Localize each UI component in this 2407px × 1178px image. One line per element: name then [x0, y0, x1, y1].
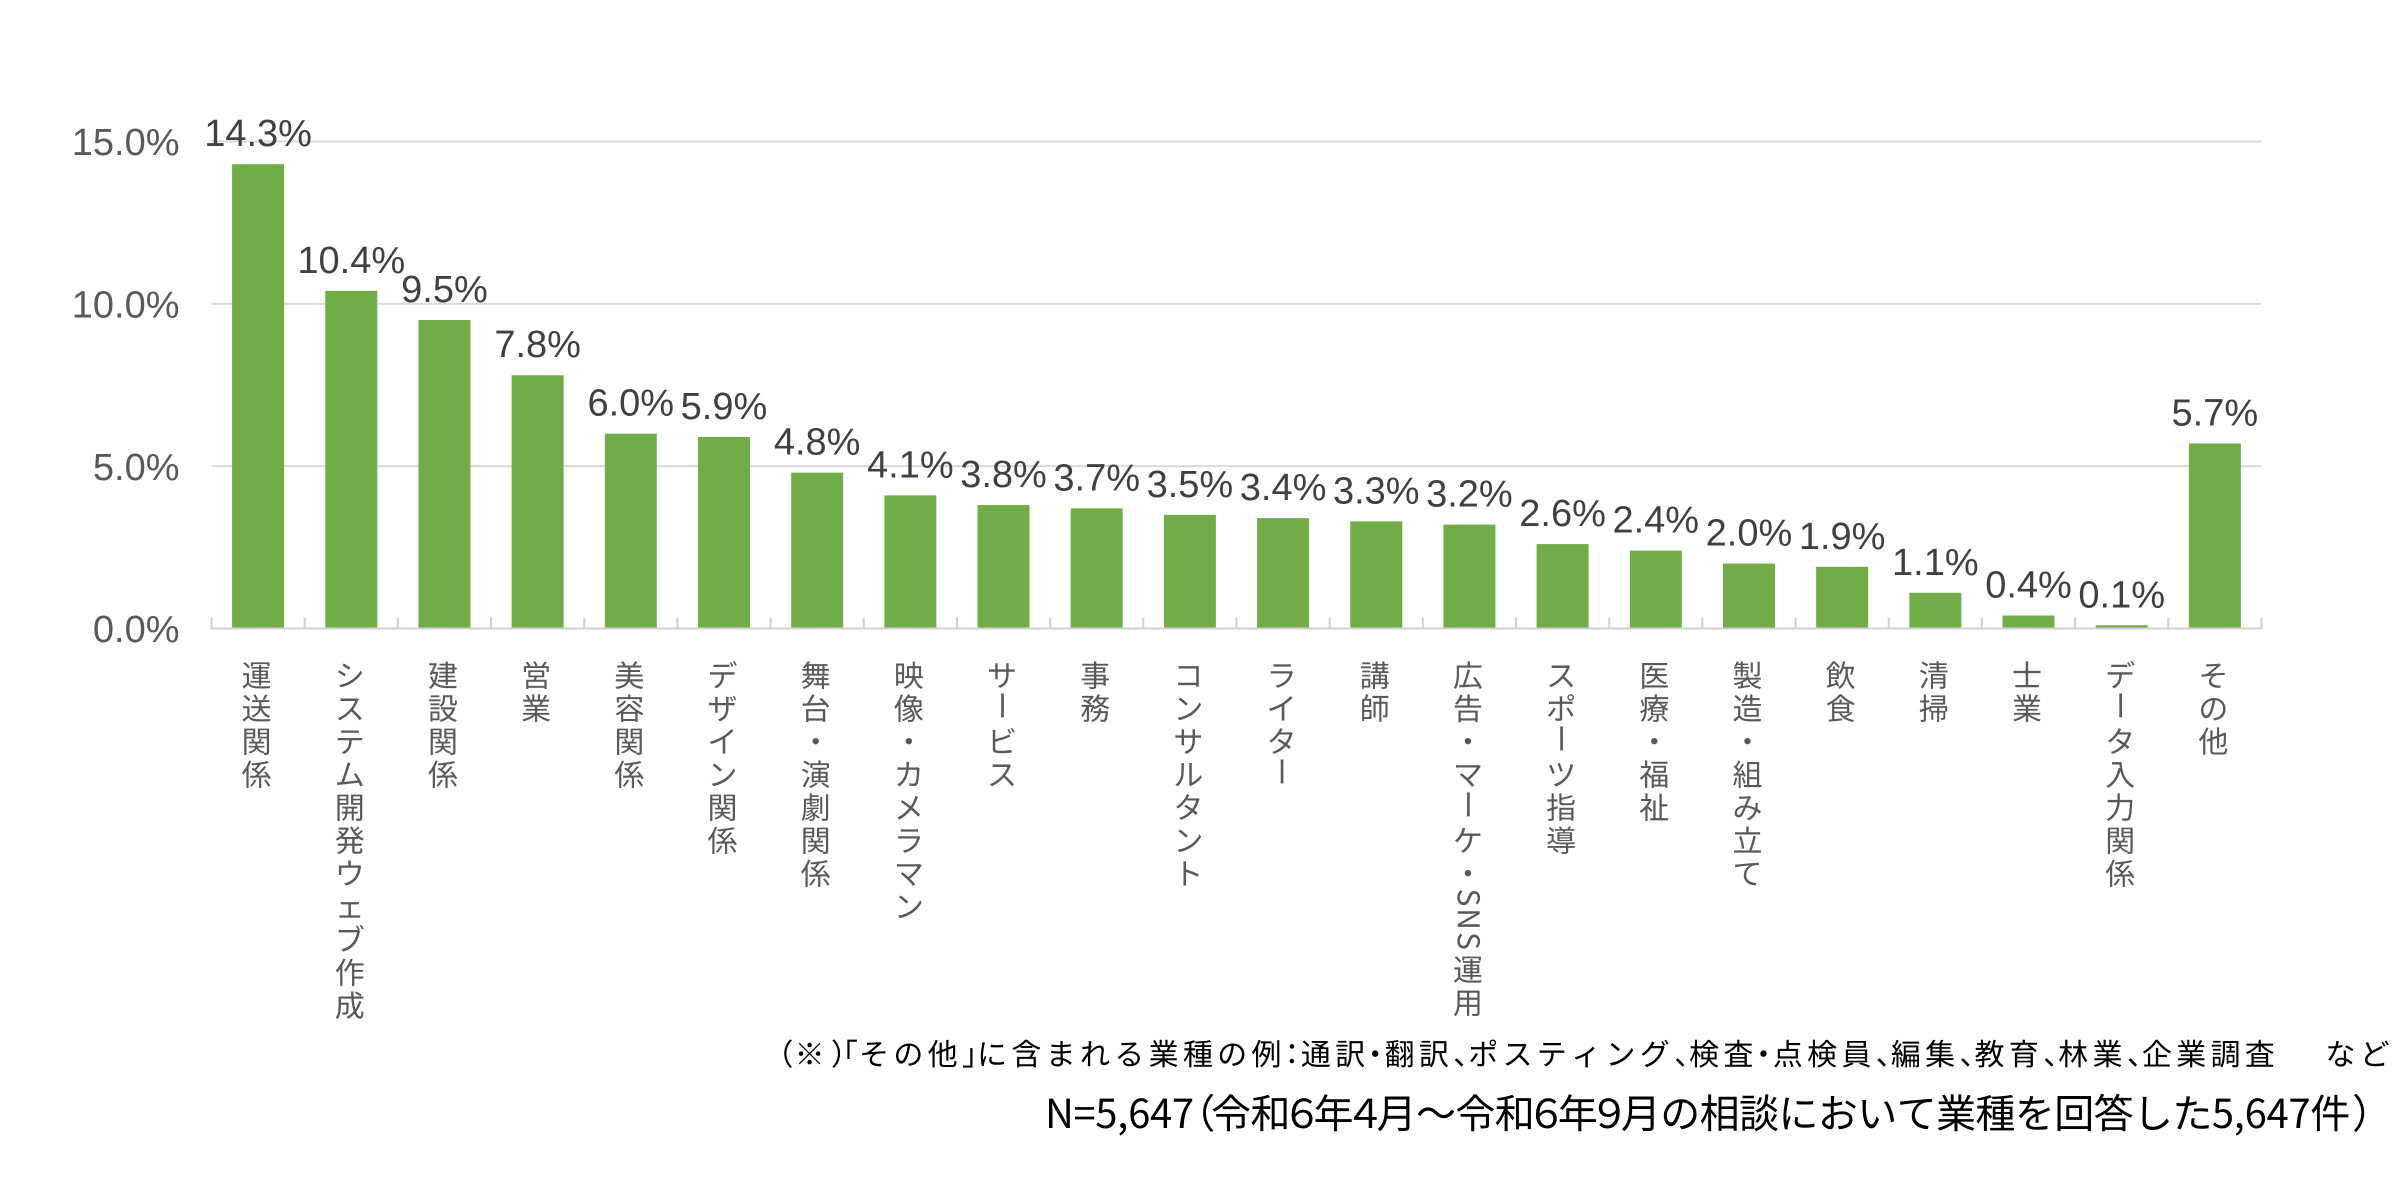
svg-text:3.4%: 3.4%	[1240, 467, 1327, 509]
svg-text:7.8%: 7.8%	[494, 324, 581, 366]
svg-text:3.5%: 3.5%	[1147, 464, 1234, 506]
svg-text:9.5%: 9.5%	[401, 269, 488, 311]
svg-text:5.9%: 5.9%	[681, 386, 768, 428]
svg-text:3.8%: 3.8%	[960, 454, 1047, 496]
svg-text:4.1%: 4.1%	[867, 444, 954, 486]
svg-text:15.0%: 15.0%	[72, 122, 180, 164]
svg-text:10.0%: 10.0%	[72, 284, 180, 326]
svg-text:2.4%: 2.4%	[1612, 500, 1699, 542]
svg-text:3.3%: 3.3%	[1333, 470, 1420, 512]
svg-text:0.0%: 0.0%	[93, 609, 180, 651]
svg-text:1.1%: 1.1%	[1892, 542, 1979, 584]
svg-text:0.4%: 0.4%	[1985, 565, 2072, 607]
svg-text:2.0%: 2.0%	[1706, 513, 1793, 555]
svg-text:2.6%: 2.6%	[1519, 493, 1606, 535]
svg-text:6.0%: 6.0%	[587, 383, 674, 425]
svg-text:3.7%: 3.7%	[1053, 457, 1140, 499]
svg-text:1.9%: 1.9%	[1799, 516, 1886, 558]
svg-text:14.3%: 14.3%	[204, 113, 312, 155]
svg-text:4.8%: 4.8%	[774, 422, 861, 464]
svg-text:5.7%: 5.7%	[2172, 392, 2259, 434]
svg-text:10.4%: 10.4%	[297, 240, 405, 282]
svg-text:0.1%: 0.1%	[2078, 574, 2165, 616]
svg-text:3.2%: 3.2%	[1426, 474, 1513, 516]
svg-text:5.0%: 5.0%	[93, 447, 180, 489]
